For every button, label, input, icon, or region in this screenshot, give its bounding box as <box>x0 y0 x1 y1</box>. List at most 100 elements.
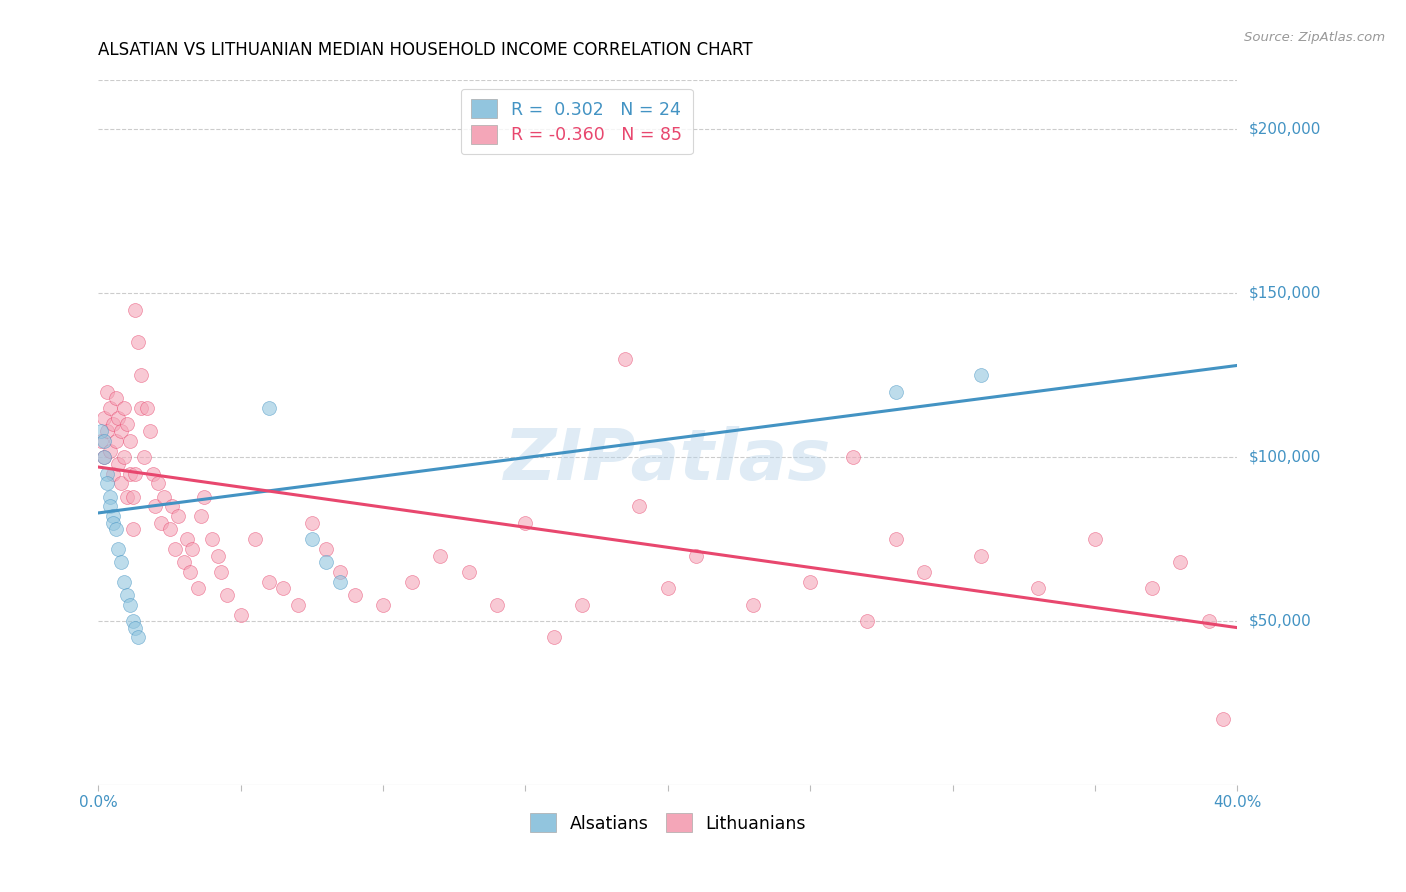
Point <box>101 467 124 481</box>
Point <box>457 565 479 579</box>
Point <box>301 532 323 546</box>
Point <box>315 555 337 569</box>
Point <box>104 434 127 448</box>
Point <box>153 490 176 504</box>
Point <box>112 450 135 465</box>
Point <box>315 541 337 556</box>
Point <box>148 476 170 491</box>
Point <box>115 417 138 432</box>
Point <box>98 401 121 415</box>
Point <box>121 522 143 536</box>
Point <box>614 351 637 366</box>
Point <box>201 532 224 546</box>
Point <box>101 417 124 432</box>
Point <box>970 549 993 563</box>
Text: $150,000: $150,000 <box>1249 285 1320 301</box>
Point <box>145 500 167 514</box>
Point <box>127 631 149 645</box>
Point <box>107 541 129 556</box>
Point <box>110 424 132 438</box>
Point <box>329 574 352 589</box>
Point <box>167 509 190 524</box>
Point <box>215 588 238 602</box>
Point <box>207 549 229 563</box>
Point <box>104 391 127 405</box>
Point <box>1198 614 1220 628</box>
Legend: Alsatians, Lithuanians: Alsatians, Lithuanians <box>523 806 813 839</box>
Point <box>159 522 181 536</box>
Point <box>132 450 155 465</box>
Point <box>141 467 163 481</box>
Point <box>165 541 187 556</box>
Point <box>179 565 201 579</box>
Point <box>842 450 865 465</box>
Point <box>176 532 198 546</box>
Point <box>373 598 395 612</box>
Point <box>571 598 593 612</box>
Text: $100,000: $100,000 <box>1249 450 1320 465</box>
Point <box>96 424 118 438</box>
Point <box>273 582 295 596</box>
Point <box>329 565 352 579</box>
Point <box>98 500 121 514</box>
Point <box>209 565 232 579</box>
Point <box>104 522 127 536</box>
Point <box>884 532 907 546</box>
Point <box>1212 713 1234 727</box>
Point <box>107 410 129 425</box>
Point <box>112 401 135 415</box>
Point <box>110 555 132 569</box>
Point <box>115 588 138 602</box>
Point <box>124 302 146 317</box>
Point <box>970 368 993 383</box>
Text: $50,000: $50,000 <box>1249 614 1312 629</box>
Point <box>243 532 266 546</box>
Point <box>343 588 366 602</box>
Point <box>115 490 138 504</box>
Point <box>301 516 323 530</box>
Point <box>486 598 509 612</box>
Point <box>124 467 146 481</box>
Point <box>129 401 152 415</box>
Point <box>96 476 118 491</box>
Point <box>129 368 152 383</box>
Point <box>93 450 115 465</box>
Point <box>135 401 157 415</box>
Point <box>107 457 129 471</box>
Point <box>685 549 707 563</box>
Point <box>93 410 115 425</box>
Point <box>90 424 112 438</box>
Point <box>90 434 112 448</box>
Point <box>150 516 173 530</box>
Point <box>742 598 765 612</box>
Point <box>628 500 651 514</box>
Text: ZIPatlas: ZIPatlas <box>505 426 831 495</box>
Point <box>98 443 121 458</box>
Point <box>429 549 451 563</box>
Point <box>190 509 212 524</box>
Point <box>93 434 115 448</box>
Point <box>173 555 195 569</box>
Point <box>1170 555 1192 569</box>
Point <box>138 424 160 438</box>
Point <box>543 631 565 645</box>
Point <box>401 574 423 589</box>
Point <box>118 598 141 612</box>
Point <box>1084 532 1107 546</box>
Text: $200,000: $200,000 <box>1249 122 1320 137</box>
Point <box>93 450 115 465</box>
Point <box>187 582 209 596</box>
Point <box>515 516 537 530</box>
Point <box>101 509 124 524</box>
Point <box>1026 582 1049 596</box>
Point <box>229 607 252 622</box>
Text: Source: ZipAtlas.com: Source: ZipAtlas.com <box>1244 31 1385 45</box>
Point <box>259 574 281 589</box>
Point <box>657 582 679 596</box>
Point <box>162 500 184 514</box>
Point <box>127 335 149 350</box>
Point <box>112 574 135 589</box>
Point <box>121 490 143 504</box>
Point <box>96 467 118 481</box>
Point <box>884 384 907 399</box>
